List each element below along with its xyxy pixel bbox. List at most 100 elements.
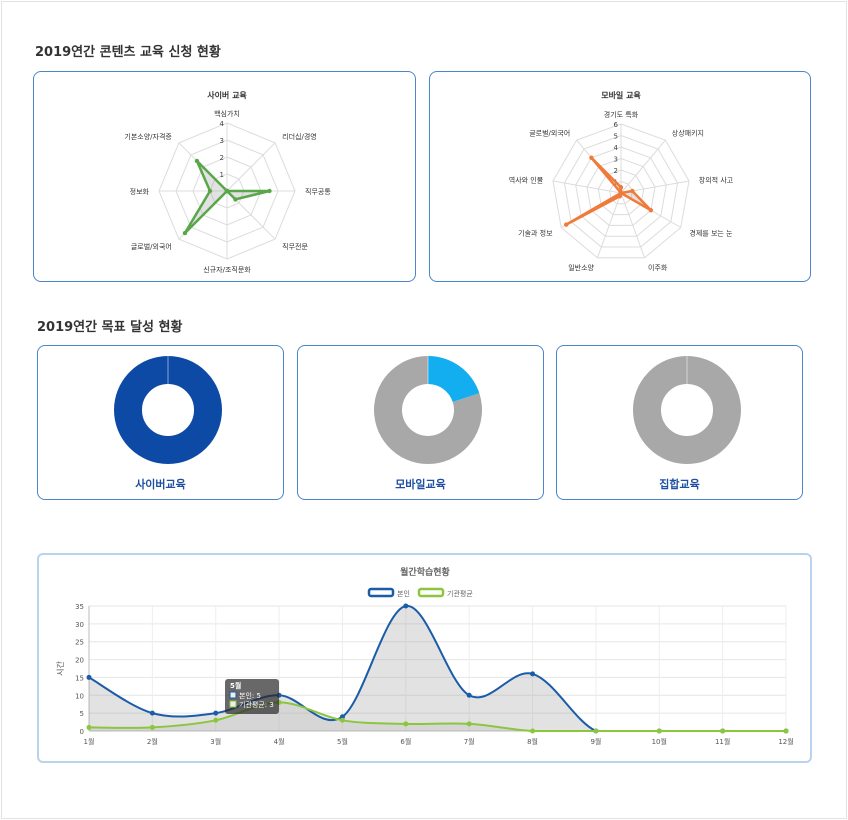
mobile-radar-grid-ring [552, 123, 690, 259]
series-point [339, 714, 345, 720]
x-tick-label: 8월 [527, 737, 538, 746]
cyber-radar-data-point [224, 188, 230, 194]
series-point [530, 671, 536, 677]
cyber-radar-tick-label: 1 [220, 171, 224, 179]
series-point [339, 717, 345, 723]
series-point [149, 710, 155, 716]
mobile-radar-grid-ring [575, 146, 667, 237]
cyber-radar-axis-label: 글로벌/외국어 [131, 242, 172, 251]
cyber-radar-data-point [182, 230, 188, 236]
mobile-radar-data-point [618, 190, 624, 196]
x-tick-label: 2월 [147, 737, 158, 746]
monthly-line-card: 월간학습현황 본인 기관평균 0 5 10 15 20 25 30 35 1월 2월 3월 4월 5월 6월 7월… [37, 553, 812, 763]
mobile-radar-grid-ring [563, 134, 679, 248]
group-donut-chart [633, 356, 741, 464]
mobile-radar-data-point [630, 188, 635, 194]
x-tick-label: 5월 [337, 737, 348, 746]
mobile-radar-axis-label: 창의적 사고 [699, 175, 734, 184]
cyber-donut-chart [114, 356, 222, 464]
series-line [88, 701, 786, 732]
mobile-donut-card: 모바일교육 [297, 345, 544, 500]
series-point [403, 603, 409, 609]
cyber-radar-axis-label: 직무공통 [305, 187, 331, 196]
mobile-radar-grid-ring [586, 157, 656, 226]
cyber-radar-data-point [194, 158, 200, 164]
series-point [783, 728, 789, 734]
cyber-radar-axis-label: 직무전문 [282, 242, 308, 251]
cyber-radar-tick-label: 2 [220, 154, 224, 162]
y-tick-label: 20 [75, 657, 84, 665]
series-point [86, 674, 92, 680]
series-point [530, 728, 536, 734]
x-tick-label: 6월 [400, 737, 411, 746]
cyber-radar-axis-label: 정보화 [130, 187, 150, 196]
x-tick-label: 10월 [652, 737, 667, 746]
mobile-radar-axis-label: 역사와 인물 [509, 175, 544, 184]
mobile-radar-data-point [564, 222, 569, 227]
cyber-radar-axis-label: 기본소양/자격증 [124, 132, 172, 141]
mobile-donut-slice [428, 356, 480, 402]
goal-section-title: 2019연간 목표 달성 현황 [37, 320, 183, 335]
series-area [89, 605, 786, 731]
mobile-radar-tick-label: 6 [614, 121, 619, 129]
y-axis-label: 시간 [55, 661, 65, 676]
y-tick-label: 30 [75, 621, 84, 629]
mobile-radar-axis-label: 경기도 특화 [604, 110, 639, 119]
mobile-radar-axis-label: 일반소양 [568, 263, 594, 272]
x-tick-label: 9월 [590, 737, 601, 746]
series-point [149, 724, 155, 730]
legend-label: 기관평균 [447, 589, 473, 598]
cyber-radar-spoke [226, 142, 276, 192]
cyber-radar-data-point [207, 188, 213, 194]
legend-swatch [417, 587, 445, 598]
x-tick-label: 3월 [210, 737, 221, 746]
mobile-radar-tick-label: 4 [614, 144, 619, 152]
series-point [86, 724, 92, 730]
y-tick-label: 0 [80, 728, 84, 736]
mobile-radar-title: 모바일 교육 [601, 90, 641, 100]
mobile-radar-data-point [648, 208, 654, 213]
series-point [593, 728, 599, 734]
x-tick-label: 11월 [715, 737, 730, 746]
mobile-radar-axis-label: 상상패키지 [672, 128, 704, 137]
mobile-radar-axis-label: 경제를 보는 눈 [689, 229, 733, 238]
mobile-radar-spoke [620, 192, 646, 259]
cyber-donut-label: 사이버교육 [135, 478, 186, 491]
cyber-radar-card: 사이버 교육 1 2 3 4 핵심가치 리더십/경영 직무공통 직무전문 신규자/조직문화 글로벌/… [33, 71, 416, 282]
cyber-radar-axis-label: 핵심가치 [214, 109, 240, 118]
series-point [466, 721, 472, 727]
x-tick-label: 7월 [464, 737, 475, 746]
cyber-radar-tick-label: 3 [220, 137, 224, 145]
x-tick-label: 12월 [778, 737, 793, 746]
series-point [213, 717, 219, 723]
mobile-radar-grid-ring [597, 169, 645, 216]
apply-section-title: 2019연간 콘텐츠 교육 신청 현황 [35, 45, 221, 60]
mobile-radar-tick-label: 5 [614, 133, 618, 141]
series-point [403, 721, 409, 727]
y-tick-label: 25 [75, 639, 84, 647]
legend-label: 본인 [397, 589, 410, 598]
mobile-radar-axis-label: 기술과 정보 [518, 229, 553, 238]
mobile-radar-grid-ring [609, 180, 633, 205]
mobile-radar-spoke [552, 180, 622, 194]
cyber-radar-title: 사이버 교육 [207, 90, 247, 100]
cyber-radar-data-point [233, 197, 238, 202]
tooltip-line: 본인: 5 [239, 691, 261, 700]
mobile-radar-axis-label: 이주화 [648, 263, 668, 272]
y-tick-label: 15 [75, 674, 84, 682]
line-chart-title: 월간학습현황 [400, 566, 450, 578]
x-tick-label: 1월 [84, 737, 95, 746]
group-donut-card: 집합교육 [556, 345, 803, 500]
mobile-radar-data-point [618, 185, 624, 190]
mobile-radar-tick-label: 3 [614, 156, 618, 164]
y-tick-label: 5 [80, 710, 84, 718]
cyber-radar-axis-label: 신규자/조직문화 [203, 265, 251, 274]
series-point [466, 692, 472, 698]
legend-swatch [367, 587, 395, 598]
mobile-radar-data-point [589, 155, 594, 160]
